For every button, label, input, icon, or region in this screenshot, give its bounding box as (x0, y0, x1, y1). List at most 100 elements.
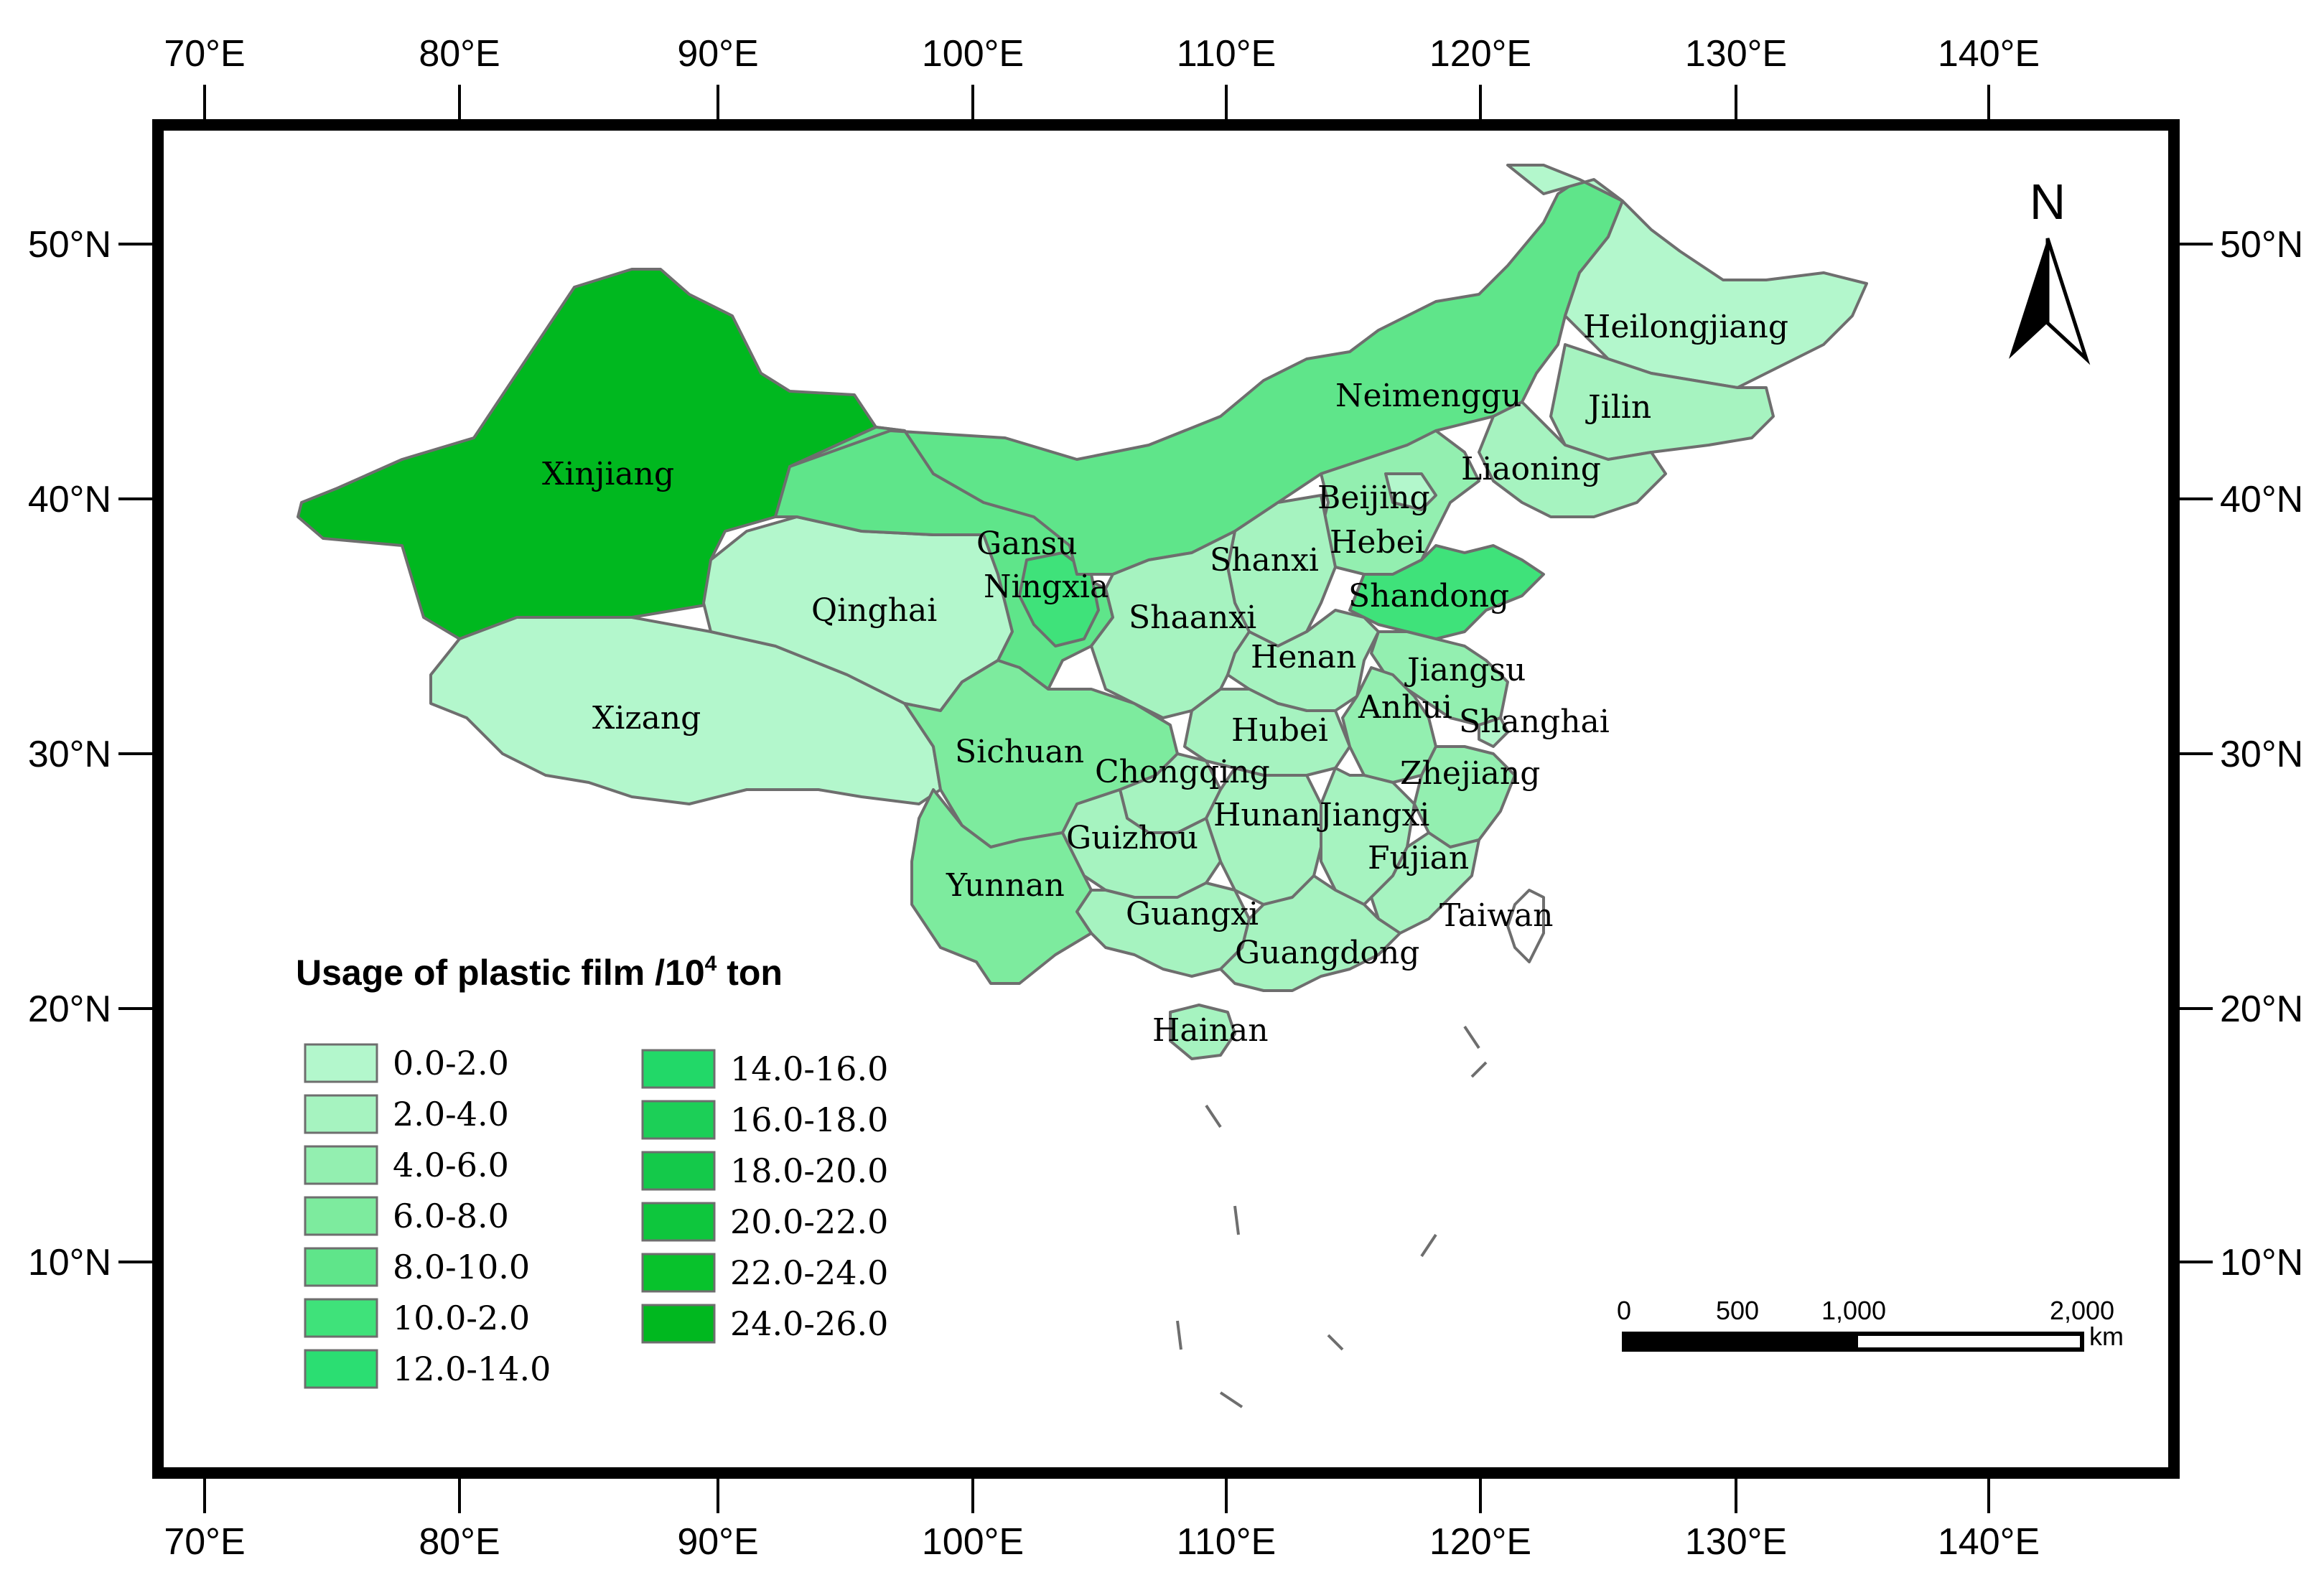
label-taiwan: Taiwan (1439, 897, 1553, 934)
lon-tick-bottom-140: 140°E (1938, 1521, 2040, 1563)
legend-label: 0.0-2.0 (393, 1044, 509, 1083)
province-heilongjiang (1506, 164, 1868, 389)
legend-label: 8.0-10.0 (393, 1248, 530, 1286)
label-heilongjiang: Heilongjiang (1583, 309, 1788, 345)
label-xinjiang: Xinjiang (542, 456, 674, 492)
label-xizang: Xizang (592, 700, 701, 737)
tick-marks (118, 85, 2213, 1513)
province-guangdong (1219, 874, 1401, 992)
legend-title-main: Usage of plastic film /10 (296, 953, 705, 993)
legend-swatch (304, 1094, 378, 1134)
scale-bar: 0 500 1,000 2,000 km (1617, 1296, 2124, 1352)
legend-label: 20.0-22.0 (730, 1202, 888, 1241)
lon-tick-top-120: 120°E (1429, 33, 1531, 75)
province-jiangxi (1320, 767, 1416, 906)
legend-swatch (641, 1304, 716, 1344)
lon-tick-top-90: 90°E (677, 33, 758, 75)
scale-label-1000: 1,000 (1821, 1296, 1886, 1325)
lat-tick-left-40: 40°N (28, 479, 111, 520)
label-guangxi: Guangxi (1126, 896, 1259, 932)
province-neimenggu (788, 178, 1624, 576)
lat-tick-left-20: 20°N (28, 988, 111, 1030)
province-zhejiang (1413, 745, 1516, 848)
legend-items: 0.0-2.0 2.0-4.0 4.0-6.0 6.0-8.0 8.0-10.0 10.0… (304, 1043, 888, 1389)
label-zhejiang: Zhejiang (1400, 755, 1540, 792)
province-hubei (1183, 688, 1351, 777)
province-shapes (297, 164, 1868, 1408)
legend-swatch (304, 1145, 378, 1185)
label-henan: Henan (1251, 639, 1356, 675)
lon-tick-top-80: 80°E (419, 33, 500, 75)
legend-label: 24.0-26.0 (730, 1304, 888, 1343)
province-shandong (1348, 544, 1545, 640)
north-label: N (2030, 174, 2066, 230)
province-shanghai (1478, 716, 1509, 748)
lon-tick-top-70: 70°E (164, 33, 245, 75)
label-ningxia: Ningxia (984, 569, 1109, 605)
north-arrow-right-half (2045, 238, 2091, 365)
scale-label-500: 500 (1716, 1296, 1759, 1325)
legend-label: 6.0-8.0 (393, 1197, 509, 1235)
label-chongqing: Chongqing (1095, 754, 1270, 790)
label-fujian: Fujian (1368, 840, 1469, 876)
north-arrow-left-half (2009, 238, 2048, 359)
lon-tick-bottom-110: 110°E (1177, 1521, 1276, 1563)
scale-bar-segment-black (1624, 1334, 1858, 1350)
label-hainan: Hainan (1152, 1012, 1269, 1049)
lon-tick-bottom-90: 90°E (677, 1521, 758, 1563)
legend-swatch (641, 1151, 716, 1191)
scale-label-0: 0 (1617, 1296, 1631, 1325)
label-hunan: Hunan (1213, 797, 1321, 833)
province-yunnan (910, 788, 1093, 985)
label-shandong: Shandong (1348, 578, 1509, 614)
south-sea-islands (1176, 1025, 1488, 1408)
lon-tick-top-100: 100°E (922, 33, 1024, 75)
label-shanxi: Shanxi (1210, 542, 1319, 579)
lat-tick-right-40: 40°N (2220, 479, 2303, 520)
legend-swatch (641, 1049, 716, 1089)
legend-swatch (304, 1196, 378, 1236)
label-yunnan: Yunnan (946, 867, 1065, 904)
legend-title-unit: ton (717, 953, 783, 993)
label-gansu: Gansu (976, 525, 1078, 562)
label-neimenggu: Neimenggu (1335, 378, 1521, 414)
legend-label: 16.0-18.0 (730, 1100, 888, 1139)
lon-tick-top-110: 110°E (1177, 33, 1276, 75)
label-jilin: Jilin (1585, 389, 1651, 426)
legend-label: 4.0-6.0 (393, 1146, 509, 1184)
label-guangdong: Guangdong (1235, 935, 1419, 971)
province-taiwan (1506, 889, 1545, 963)
province-beijing (1384, 472, 1437, 511)
label-anhui: Anhui (1358, 689, 1452, 726)
lon-tick-bottom-80: 80°E (419, 1521, 500, 1563)
lat-tick-right-10: 10°N (2220, 1242, 2303, 1284)
lat-tick-right-50: 50°N (2220, 224, 2303, 266)
legend-label: 10.0-2.0 (393, 1299, 530, 1337)
label-hubei: Hubei (1231, 712, 1328, 749)
legend-swatch (641, 1253, 716, 1293)
label-hebei: Hebei (1330, 524, 1425, 561)
province-hainan (1169, 1004, 1236, 1060)
lon-tick-bottom-120: 120°E (1429, 1521, 1531, 1563)
legend-swatch (304, 1349, 378, 1389)
lat-tick-right-30: 30°N (2220, 734, 2303, 775)
label-qinghai: Qinghai (811, 592, 937, 629)
lat-tick-left-10: 10°N (28, 1242, 111, 1284)
label-beijing: Beijing (1317, 480, 1430, 516)
legend-swatch (641, 1202, 716, 1242)
legend: Usage of plastic film /104 ton 0.0-2.0 2.… (296, 952, 888, 1389)
label-jiangsu: Jiangsu (1404, 652, 1526, 688)
scale-label-2000: 2,000 (2050, 1296, 2114, 1325)
label-shanghai: Shanghai (1459, 703, 1610, 740)
legend-swatch (304, 1247, 378, 1287)
legend-label: 14.0-16.0 (730, 1049, 888, 1088)
lon-tick-bottom-100: 100°E (922, 1521, 1024, 1563)
legend-title-superscript: 4 (705, 952, 717, 976)
legend-label: 22.0-24.0 (730, 1253, 888, 1292)
legend-swatch (304, 1298, 378, 1338)
legend-label: 2.0-4.0 (393, 1095, 509, 1133)
lat-tick-left-30: 30°N (28, 734, 111, 775)
lon-tick-bottom-70: 70°E (164, 1521, 245, 1563)
lon-tick-top-130: 130°E (1685, 33, 1787, 75)
